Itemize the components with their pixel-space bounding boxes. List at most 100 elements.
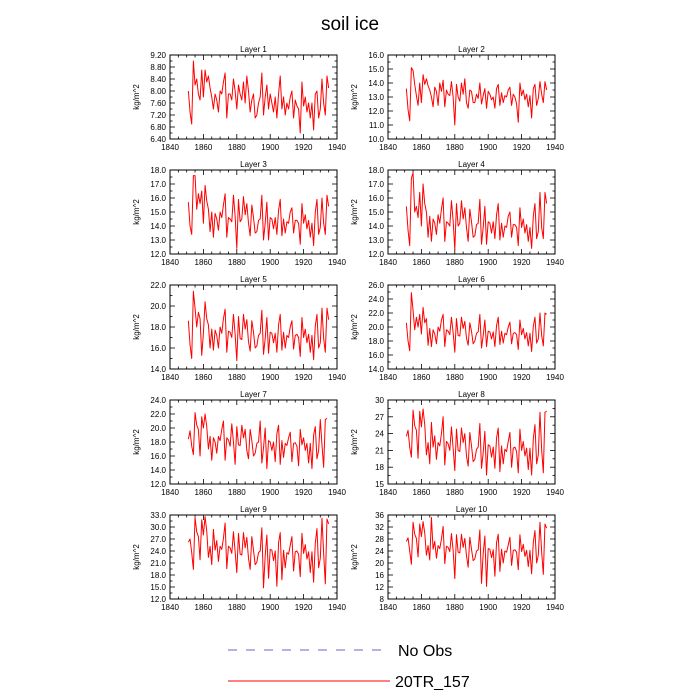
layer-5-title: Layer 5 [240, 275, 267, 284]
layer-1-ytick-label: 8.40 [150, 75, 166, 84]
layer-1-xtick-label: 1940 [328, 143, 346, 152]
panel-layer-5: Layer 5 kg/m^2 1840 1860 1880 1900 1920 1940 14.… [132, 275, 346, 382]
layer-7-ytick-label: 16.0 [150, 452, 166, 461]
layer-8-title: Layer 8 [458, 390, 485, 399]
layer-4-ytick-label: 18.0 [368, 166, 384, 175]
layer-3-ylabel: kg/m^2 [132, 199, 141, 225]
layer-7-ytick-label: 12.0 [150, 480, 166, 489]
layer-5-ytick-label: 20.0 [150, 302, 166, 311]
layer-10-xtick-label: 1880 [446, 603, 464, 612]
layer-8-xtick-label: 1900 [479, 488, 497, 497]
layer-1-xtick-label: 1880 [228, 143, 246, 152]
layer-2-xtick-label: 1900 [479, 143, 497, 152]
layer-2-ytick-label: 16.0 [368, 51, 384, 60]
panel-layer-4: Layer 4 kg/m^2 1840 1860 1880 1900 1920 1940 12.… [350, 160, 564, 267]
layer-6-title: Layer 6 [458, 275, 485, 284]
layer-2-ytick-label: 13.0 [368, 93, 384, 102]
layer-8-ytick-label: 30 [375, 396, 384, 405]
layer-10-ytick-label: 16 [375, 571, 384, 580]
layer-3-xtick-label: 1840 [161, 258, 179, 267]
layer-9-xtick-label: 1840 [161, 603, 179, 612]
layer-6-ytick-label: 18.0 [368, 337, 384, 346]
layer-2-xtick-label: 1860 [413, 143, 431, 152]
layer-7-ytick-label: 18.0 [150, 438, 166, 447]
layer-5-ylabel: kg/m^2 [132, 314, 141, 340]
layer-6-xtick-label: 1940 [546, 373, 564, 382]
layer-7-ytick-label: 22.0 [150, 410, 166, 419]
layer-10-xtick-label: 1860 [413, 603, 431, 612]
layer-8-xtick-label: 1920 [513, 488, 531, 497]
layer-3-title: Layer 3 [240, 160, 267, 169]
layer-6-xtick-label: 1920 [513, 373, 531, 382]
layer-2-xtick-label: 1920 [513, 143, 531, 152]
layer-8-ytick-label: 21 [375, 446, 384, 455]
layer-9-ytick-label: 33.0 [150, 511, 166, 520]
layer-4-xtick-label: 1940 [546, 258, 564, 267]
layer-10-ylabel: kg/m^2 [350, 544, 359, 570]
layer-7-xtick-label: 1880 [228, 488, 246, 497]
layer-4-ytick-label: 13.0 [368, 236, 384, 245]
layer-1-ytick-label: 6.80 [150, 123, 166, 132]
layer-9-ylabel: kg/m^2 [132, 544, 141, 570]
layer-6-ylabel: kg/m^2 [350, 314, 359, 340]
layer-4-series-line [405, 172, 548, 251]
layer-4-xtick-label: 1880 [446, 258, 464, 267]
layer-2-xtick-label: 1940 [546, 143, 564, 152]
legend-no-obs-label: No Obs [398, 643, 452, 660]
layer-10-title: Layer 10 [456, 505, 488, 514]
layer-7-ylabel: kg/m^2 [132, 429, 141, 455]
layer-7-xtick-label: 1840 [161, 488, 179, 497]
legend-20tr-157-label: 20TR_157 [395, 674, 470, 691]
layer-5-xtick-label: 1880 [228, 373, 246, 382]
layer-2-ytick-label: 12.0 [368, 107, 384, 116]
layer-6-xtick-label: 1860 [413, 373, 431, 382]
layer-3-xtick-label: 1860 [195, 258, 213, 267]
layer-6-ytick-label: 16.0 [368, 351, 384, 360]
layer-4-xtick-label: 1840 [379, 258, 397, 267]
layer-9-ytick-label: 15.0 [150, 583, 166, 592]
layer-10-ytick-label: 32 [375, 523, 384, 532]
layer-2-title: Layer 2 [458, 45, 485, 54]
layer-9-xtick-label: 1900 [261, 603, 279, 612]
layer-1-ylabel: kg/m^2 [132, 84, 141, 110]
layer-5-xtick-label: 1940 [328, 373, 346, 382]
layer-8-xtick-label: 1860 [413, 488, 431, 497]
layer-2-series-line [405, 67, 548, 126]
layer-6-ytick-label: 24.0 [368, 295, 384, 304]
layer-3-xtick-label: 1900 [261, 258, 279, 267]
layer-9-xtick-label: 1940 [328, 603, 346, 612]
layer-5-xtick-label: 1840 [161, 373, 179, 382]
layer-3-xtick-label: 1940 [328, 258, 346, 267]
layer-9-series-line [187, 516, 330, 589]
layer-7-ytick-label: 24.0 [150, 396, 166, 405]
layer-3-ytick-label: 14.0 [150, 222, 166, 231]
layer-7-xtick-label: 1900 [261, 488, 279, 497]
layer-3-ytick-label: 15.0 [150, 208, 166, 217]
layer-2-xtick-label: 1880 [446, 143, 464, 152]
layer-3-ytick-label: 17.0 [150, 180, 166, 189]
layer-10-ytick-label: 36 [375, 511, 384, 520]
layer-9-ytick-label: 24.0 [150, 547, 166, 556]
layer-1-ytick-label: 6.40 [150, 135, 166, 144]
layer-5-ytick-label: 18.0 [150, 323, 166, 332]
layer-4-xtick-label: 1860 [413, 258, 431, 267]
layer-5-frame [169, 284, 338, 370]
panel-layer-2: Layer 2 kg/m^2 1840 1860 1880 1900 1920 1940 10.… [350, 45, 564, 152]
layer-9-ytick-label: 18.0 [150, 571, 166, 580]
layer-9-ytick-label: 21.0 [150, 559, 166, 568]
layer-3-ytick-label: 12.0 [150, 250, 166, 259]
layer-10-xtick-label: 1840 [379, 603, 397, 612]
layer-4-ylabel: kg/m^2 [350, 199, 359, 225]
layer-1-ytick-label: 9.20 [150, 51, 166, 60]
layer-1-ytick-label: 7.60 [150, 99, 166, 108]
panel-layer-10: Layer 10 kg/m^2 1840 1860 1880 1900 1920 1940 8 1… [350, 505, 564, 612]
layer-1-xtick-label: 1840 [161, 143, 179, 152]
layer-8-xtick-label: 1940 [546, 488, 564, 497]
layer-9-title: Layer 9 [240, 505, 267, 514]
layer-7-ytick-label: 20.0 [150, 424, 166, 433]
layer-6-series-line [405, 292, 547, 353]
layer-5-ytick-label: 14.0 [150, 365, 166, 374]
layer-1-ytick-label: 8.00 [150, 87, 166, 96]
layer-4-ytick-label: 14.0 [368, 222, 384, 231]
layer-1-ytick-label: 7.20 [150, 111, 166, 120]
